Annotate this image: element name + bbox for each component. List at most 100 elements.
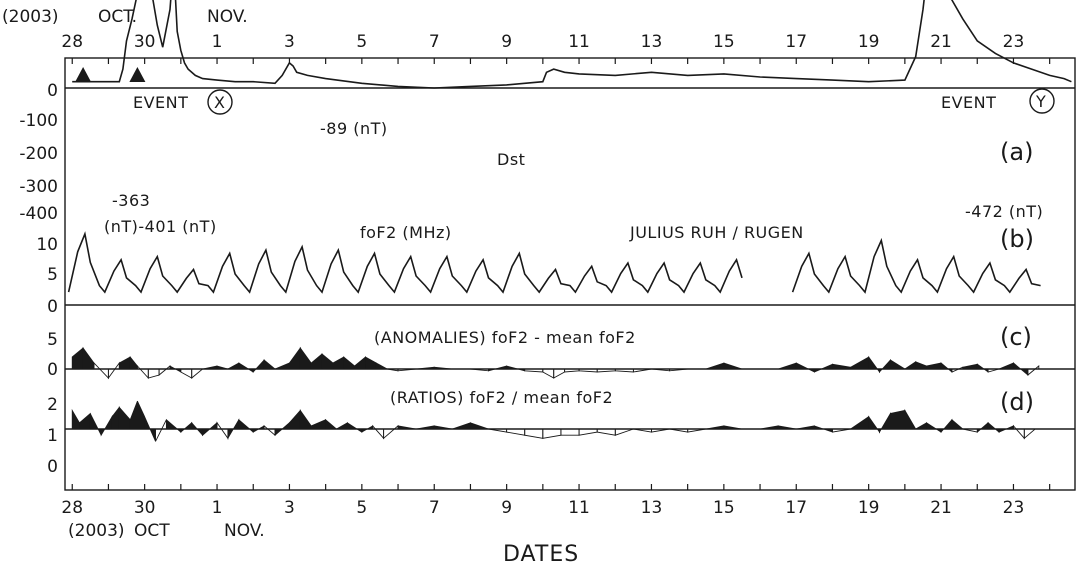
anomaly-segment-1	[82, 346, 95, 370]
bottom-tick-label-13: 21	[930, 498, 952, 518]
bottom-tick-label-14: 23	[1003, 498, 1025, 518]
ratio-segment-61	[940, 418, 953, 434]
anomaly-segment-30	[416, 366, 435, 370]
anomaly-segment-48	[723, 362, 743, 370]
ratio-segment-64	[976, 421, 989, 433]
anomaly-segment-4	[118, 356, 131, 370]
panel-b-fof2	[67, 231, 1041, 294]
ratio-segment-1	[79, 412, 91, 430]
anomaly-segment-47	[705, 362, 725, 370]
ytick-a-2: -200	[19, 144, 58, 164]
ratio-segment-45	[687, 428, 706, 433]
anomaly-segment-27	[375, 362, 388, 370]
top-tick-label-8: 13	[641, 32, 663, 52]
ratio-segment-68	[1023, 428, 1037, 440]
anomaly-segment-55	[850, 356, 870, 370]
dst-min-401: (nT)-401 (nT)	[104, 217, 217, 236]
anomaly-segment-58	[890, 359, 907, 370]
bottom-tick-label-3: 1	[212, 498, 223, 518]
ratio-segment-51	[796, 425, 815, 430]
ratio-segment-0	[71, 408, 80, 430]
anomaly-segment-45	[669, 368, 688, 372]
ratio-segment-55	[868, 415, 880, 434]
anomaly-segment-8	[158, 365, 171, 376]
top-tick-label-2: 1	[212, 32, 223, 52]
anomaly-segment-20	[299, 346, 312, 370]
anomaly-segment-37	[542, 368, 555, 379]
anomaly-segment-40	[578, 368, 598, 373]
bottom-tick-label-4: 3	[284, 498, 295, 518]
ratio-segment-58	[904, 408, 917, 430]
ytick-d-1: 1	[47, 426, 58, 446]
dst-line	[72, 0, 1072, 89]
top-tick-label-1: 30	[134, 32, 156, 52]
anomaly-segment-67	[998, 362, 1014, 370]
anomaly-segment-54	[832, 363, 851, 370]
anomaly-segment-15	[238, 362, 254, 373]
dst-min-89: -89 (nT)	[320, 119, 388, 138]
top-tick-label-3: 3	[284, 32, 295, 52]
anomalies-label: (ANOMALIES) foF2 - mean foF2	[374, 328, 636, 347]
ratio-segment-32	[452, 422, 471, 430]
anomaly-segment-26	[365, 356, 377, 370]
anomaly-segment-9	[169, 365, 182, 373]
top-tick-label-12: 21	[930, 32, 952, 52]
anomaly-segment-0	[71, 347, 84, 370]
event-y-letter: Y	[1035, 92, 1046, 111]
ytick-d-0: 2	[47, 395, 58, 415]
bottom-tick-label-10: 15	[713, 498, 735, 518]
anomaly-segment-59	[903, 361, 917, 370]
ratio-segment-23	[325, 418, 338, 430]
ratio-segment-36	[524, 428, 544, 439]
top-tick-label-0: 28	[61, 32, 83, 52]
event-x-circle	[207, 89, 233, 115]
anomaly-segment-44	[651, 368, 671, 372]
ratio-segment-3	[100, 415, 113, 437]
bottom-month-year: (2003)	[68, 521, 125, 541]
anomaly-segment-16	[252, 358, 265, 374]
event-x-letter: X	[214, 93, 225, 112]
panel-c-label: (c)	[1000, 323, 1032, 351]
ratio-segment-20	[288, 409, 301, 430]
panel-d-ratios	[71, 400, 1037, 442]
ratio-segment-14	[216, 421, 229, 440]
ratio-segment-5	[118, 406, 131, 430]
bottom-tick-label-2: 30	[134, 498, 156, 518]
anomaly-segment-17	[263, 359, 277, 370]
ratio-segment-37	[542, 428, 562, 439]
ytick-b-2: 0	[47, 297, 58, 317]
anomaly-segment-39	[564, 368, 580, 373]
bottom-tick-label-7: 9	[501, 498, 512, 518]
bottom-tick-label-0: 28	[61, 498, 83, 518]
fof2-series-label: foF2 (MHz)	[360, 223, 452, 242]
anomaly-segment-14	[227, 362, 240, 370]
ratio-segment-39	[578, 428, 598, 436]
ytick-a-3: -300	[19, 177, 58, 197]
top-tick-labels: 28 30 1 3 5 7 9 11 13 15 17 19 21 23	[61, 32, 1024, 52]
ratio-segment-41	[614, 428, 634, 436]
panel-a-label: (a)	[1000, 138, 1033, 166]
ratio-segment-46	[705, 425, 725, 430]
ratio-segment-56	[879, 412, 891, 434]
dst-series-label: Dst	[497, 150, 525, 169]
anomaly-segment-23	[332, 356, 345, 370]
ratio-segment-31	[433, 425, 453, 430]
top-month-year: (2003)	[2, 7, 59, 27]
anomaly-segment-6	[136, 364, 149, 380]
anomaly-segment-21	[310, 353, 323, 370]
storm-marker-0	[75, 67, 92, 82]
ratio-segment-19	[274, 421, 290, 437]
ratio-segment-6	[129, 400, 138, 430]
top-month-nov: NOV.	[207, 7, 248, 27]
ratio-segment-59	[914, 422, 927, 430]
bottom-month-nov: NOV.	[224, 521, 265, 541]
top-tick-label-6: 9	[501, 32, 512, 52]
anomaly-segment-7	[147, 368, 160, 379]
ytick-d-2: 0	[47, 457, 58, 477]
ratio-segment-15	[227, 418, 240, 440]
bottom-tick-marks	[71, 484, 1051, 490]
ytick-b-1: 5	[47, 265, 58, 285]
bottom-tick-label-11: 17	[785, 498, 807, 518]
anomaly-segment-24	[343, 356, 356, 370]
ytick-c-0: 5	[47, 330, 58, 350]
